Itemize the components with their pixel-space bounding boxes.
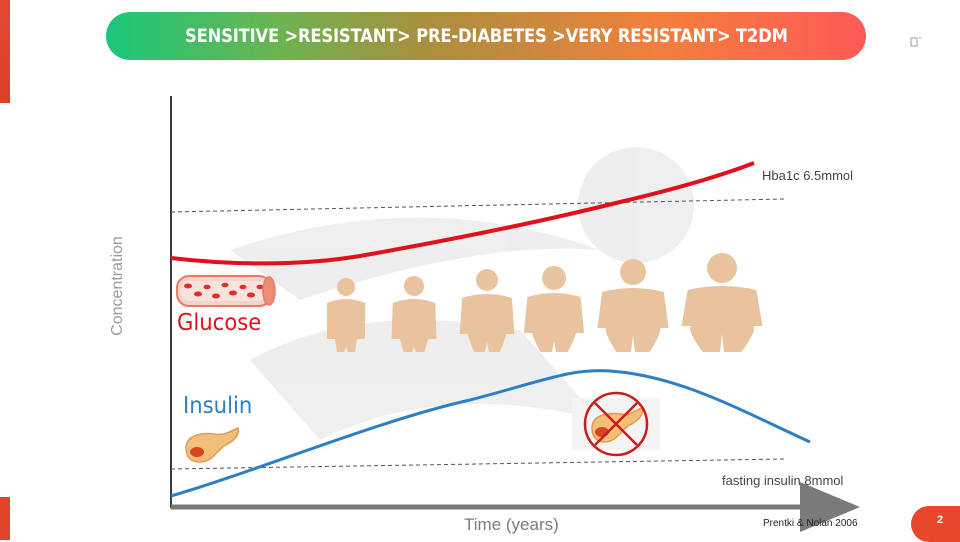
pancreas-icon [185, 427, 240, 463]
left-accent-bar-top [0, 0, 10, 103]
fasting-insulin-threshold-line [170, 458, 785, 470]
fasting-insulin-threshold-label: fasting insulin 8mmol [722, 473, 844, 488]
person-figures [327, 253, 763, 352]
person-figure-icon [681, 253, 763, 352]
glucose-label: Glucose [177, 310, 262, 336]
blood-vessel-icon [176, 275, 276, 307]
person-figure-icon [327, 278, 365, 352]
hba1c-threshold-label: Hba1c 6.5mmol [762, 168, 854, 183]
banner-title: SENSITIVE >RESISTANT> PRE-DIABETES >VERY… [184, 25, 788, 47]
page-number-badge [911, 506, 960, 542]
title-banner: SENSITIVE >RESISTANT> PRE-DIABETES >VERY… [106, 12, 866, 60]
person-figure-icon [459, 269, 515, 352]
person-figure-icon [391, 276, 437, 352]
no-pancreas-icon [572, 391, 660, 457]
glucose-curve [170, 161, 755, 266]
x-axis-label: Time (years) [464, 515, 559, 534]
citation: Prentki & Nolan 2006 [763, 518, 858, 529]
slide-corner-icon [910, 37, 921, 47]
page-number: 2 [937, 514, 944, 526]
left-accent-bar-bottom [0, 497, 10, 540]
person-figure-icon [597, 259, 669, 352]
insulin-label: Insulin [183, 393, 253, 419]
person-figure-icon [523, 266, 585, 352]
insulin-curve [170, 369, 811, 498]
